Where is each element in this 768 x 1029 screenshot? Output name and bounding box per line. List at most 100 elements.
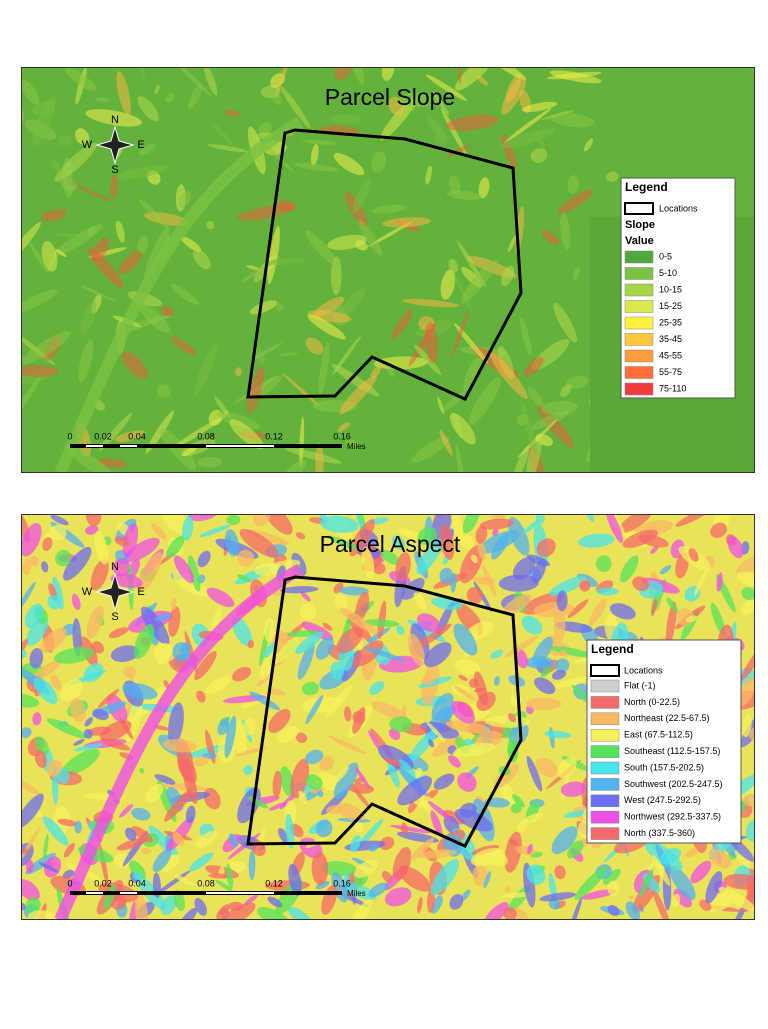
- scale-bar-segment: [206, 892, 274, 894]
- terrain-patch: [196, 690, 206, 703]
- legend-swatch: [590, 761, 620, 775]
- terrain-patch: [83, 662, 104, 683]
- terrain-patch: [544, 730, 572, 739]
- terrain-patch: [343, 706, 352, 722]
- terrain-patch: [560, 383, 572, 397]
- terrain-patch: [459, 544, 484, 584]
- legend-swatch: [590, 827, 620, 840]
- terrain-patch: [224, 715, 237, 759]
- terrain-patch: [237, 549, 255, 567]
- terrain-patch: [72, 618, 82, 657]
- legend-swatch: [590, 728, 620, 742]
- terrain-patch: [239, 528, 279, 558]
- terrain-patch: [317, 790, 324, 798]
- terrain-patch: [607, 904, 620, 916]
- parcel-outline: [246, 128, 523, 401]
- terrain-patch: [741, 587, 755, 601]
- terrain-patch: [282, 373, 321, 408]
- terrain-patch: [278, 828, 290, 845]
- terrain-patch: [39, 628, 67, 653]
- terrain-patch: [349, 899, 372, 920]
- terrain-patch: [541, 229, 560, 245]
- terrain-patch: [154, 613, 171, 622]
- terrain-patch: [273, 638, 298, 665]
- terrain-patch: [737, 677, 755, 706]
- terrain-patch: [352, 711, 366, 725]
- terrain-patch: [568, 896, 583, 920]
- terrain-patch: [550, 646, 593, 658]
- terrain-patch: [178, 190, 192, 208]
- terrain-patch: [140, 847, 152, 854]
- terrain-patch: [353, 514, 365, 535]
- terrain-patch: [192, 249, 211, 270]
- terrain-patch: [42, 816, 69, 846]
- terrain-patch: [354, 859, 378, 878]
- terrain-patch: [305, 230, 338, 266]
- terrain-patch: [427, 800, 452, 821]
- terrain-patch: [522, 812, 544, 824]
- terrain-patch: [139, 767, 145, 774]
- terrain-patch: [581, 889, 617, 900]
- terrain-patch: [188, 852, 214, 872]
- terrain-patch: [332, 335, 362, 376]
- terrain-patch: [534, 677, 556, 695]
- terrain-patch: [330, 256, 342, 296]
- terrain-patch: [203, 67, 218, 96]
- legend-label: Northeast (22.5-67.5): [624, 713, 710, 723]
- terrain-patch: [555, 658, 570, 673]
- terrain-patch: [197, 456, 222, 468]
- terrain-patch: [74, 820, 82, 834]
- terrain-patch: [560, 211, 571, 251]
- terrain-patch: [507, 712, 516, 723]
- terrain-patch: [280, 586, 319, 594]
- legend-outline-swatch: [624, 202, 654, 215]
- terrain-patch: [549, 70, 602, 84]
- terrain-patch: [133, 624, 155, 660]
- terrain-patch: [315, 880, 330, 890]
- legend-label: 10-15: [659, 284, 682, 294]
- legend-swatch: [624, 267, 654, 280]
- terrain-patch: [453, 623, 478, 656]
- road: [54, 563, 304, 920]
- terrain-patch: [579, 580, 591, 592]
- map-frame: [21, 67, 755, 473]
- terrain-patch: [50, 674, 62, 690]
- legend-label: Flat (-1): [624, 680, 656, 690]
- terrain-patch: [97, 458, 127, 468]
- terrain-patch: [430, 858, 460, 896]
- terrain-patch: [474, 671, 488, 706]
- terrain-patch: [108, 627, 129, 639]
- terrain-patch: [99, 412, 133, 451]
- terrain-patch: [387, 760, 400, 788]
- terrain-patch: [301, 139, 338, 145]
- terrain-patch: [416, 538, 444, 575]
- terrain-patch: [567, 599, 589, 619]
- terrain-patch: [521, 615, 543, 635]
- compass-label: W: [82, 139, 93, 151]
- terrain-patch: [118, 250, 143, 275]
- terrain-patch: [596, 587, 619, 596]
- scale-tick-label: 0.12: [265, 878, 283, 888]
- terrain-patch: [660, 565, 672, 575]
- terrain-patch: [131, 826, 153, 843]
- terrain-patch: [337, 422, 350, 433]
- terrain-patch: [539, 892, 576, 902]
- terrain-patch: [185, 805, 196, 824]
- compass-label: S: [111, 611, 118, 623]
- terrain-patch: [675, 514, 714, 527]
- terrain-patch: [685, 848, 698, 858]
- terrain-patch: [170, 284, 200, 305]
- terrain-patch: [145, 410, 174, 454]
- terrain-patch: [448, 258, 458, 273]
- terrain-patch: [21, 879, 40, 901]
- legend-label: North (0-22.5): [624, 697, 680, 707]
- terrain-patch: [432, 734, 462, 757]
- terrain-patch: [498, 574, 539, 592]
- terrain-patch: [526, 433, 542, 473]
- terrain-patch: [445, 114, 500, 131]
- terrain-patch: [157, 384, 171, 399]
- legend-label: 5-10: [659, 268, 677, 278]
- legend-label: 0-5: [659, 251, 672, 261]
- scale-tick-label: 0: [67, 878, 72, 888]
